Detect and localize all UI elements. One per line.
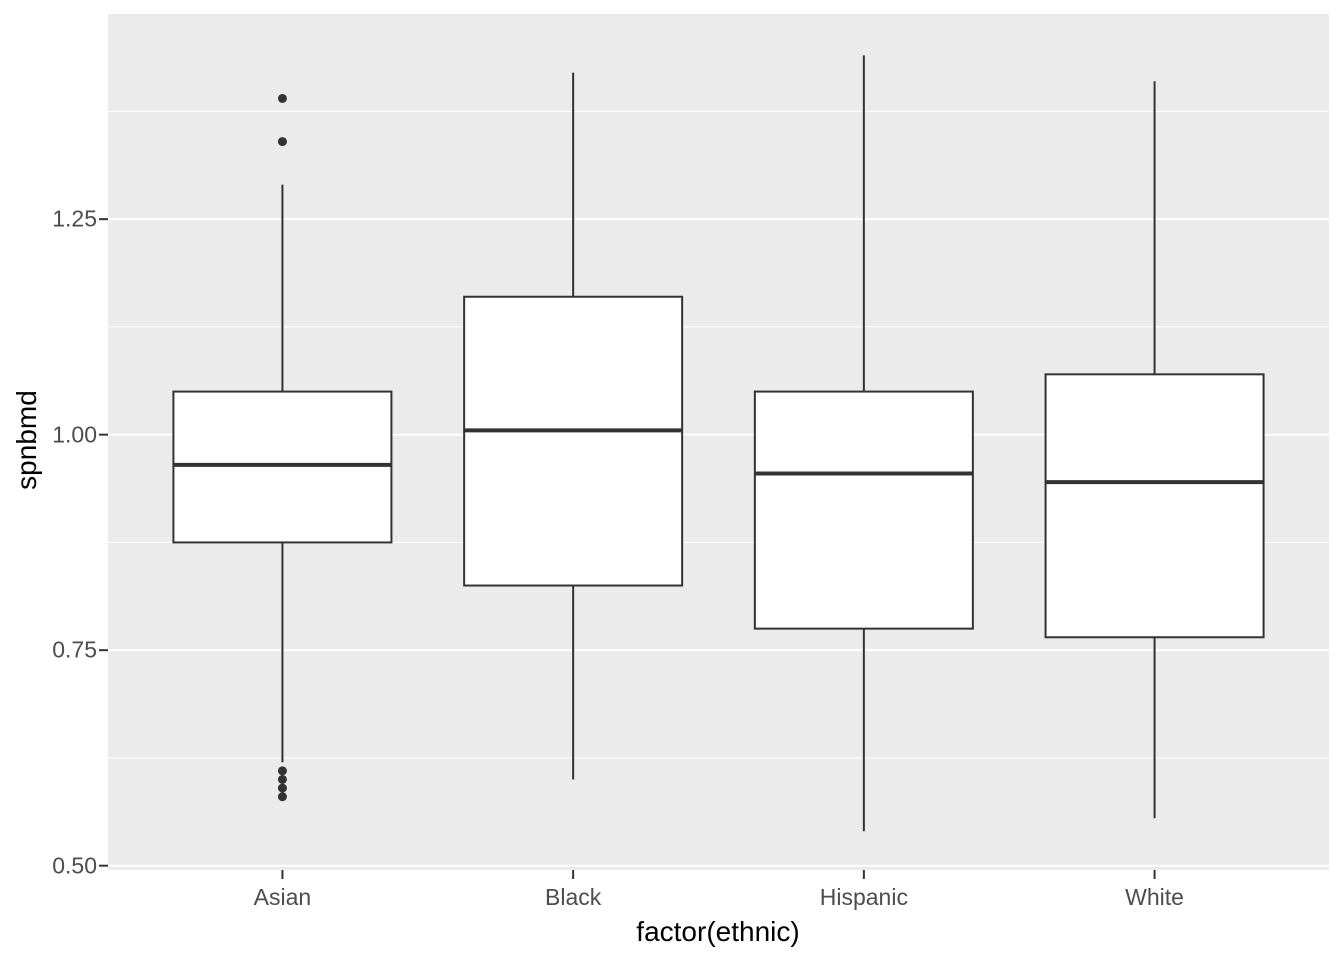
y-axis-title: spnbmd	[11, 390, 42, 490]
box-black	[463, 295, 684, 587]
y-tick-label-1.00: 1.00	[52, 421, 97, 448]
x-axis-title: factor(ethnic)	[636, 916, 800, 947]
x-tick-label-white: White	[1125, 884, 1184, 910]
outlier-asian	[277, 766, 287, 776]
outlier-asian	[277, 783, 287, 793]
x-tick-label-hispanic: Hispanic	[819, 884, 908, 910]
outlier-asian	[277, 137, 287, 147]
box-hispanic	[753, 390, 974, 630]
y-tick-label-0.50: 0.50	[52, 852, 97, 879]
y-tick-label-0.75: 0.75	[52, 636, 97, 663]
outlier-asian	[277, 774, 287, 784]
outlier-asian	[277, 93, 287, 103]
outlier-asian	[277, 792, 287, 802]
y-tick-label-1.25: 1.25	[52, 205, 97, 232]
box-asian	[172, 390, 393, 544]
box-white	[1044, 373, 1265, 639]
x-tick-label-asian: Asian	[253, 884, 312, 910]
x-tick-label-black: Black	[545, 884, 602, 910]
